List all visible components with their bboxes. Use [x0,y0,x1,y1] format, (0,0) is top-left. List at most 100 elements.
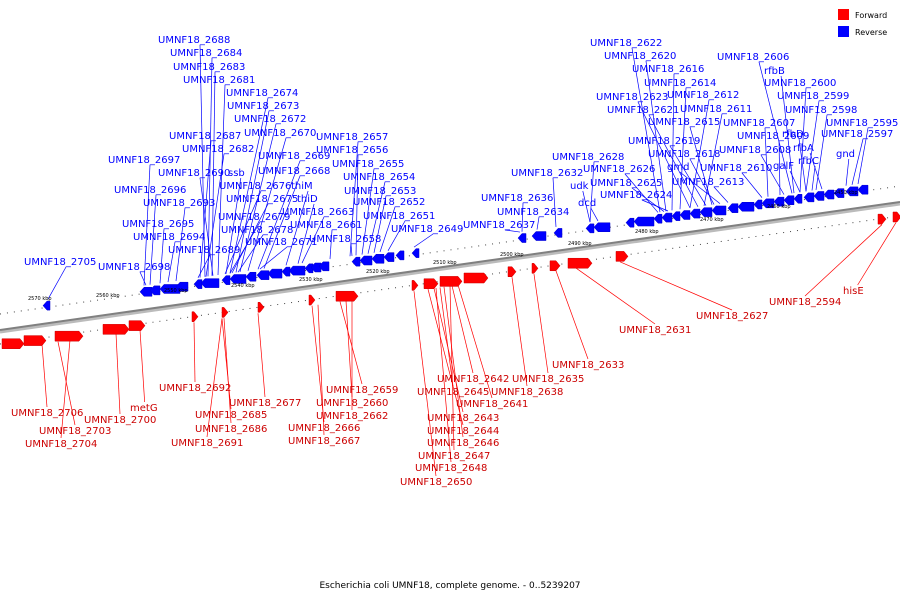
reverse-gene-leader [764,127,769,197]
reverse-gene-glyph [857,184,869,195]
reverse-gene-leader [809,152,823,190]
reverse-gene-glyph [383,252,395,262]
reverse-gene-label-umnf18-2653: UMNF18_2653 [344,186,416,197]
reverse-gene-leader [301,216,325,264]
reverse-gene-glyph [149,285,161,296]
reverse-gene-glyph [351,256,361,267]
forward-gene-glyph [411,280,419,291]
scale-tick-label: 2470 kbp [700,217,724,223]
reverse-gene-glyph [310,262,322,273]
forward-gene-leader [206,318,223,438]
reverse-gene-leader [207,57,213,277]
forward-gene-leader [41,343,48,408]
reverse-gene-leader [758,61,793,194]
reverse-gene-leader [798,138,807,192]
reverse-gene-glyph [585,223,595,234]
reverse-gene-label-umnf18-2624: UMNF18_2624 [600,190,672,201]
legend-reverse-label: Reverse [855,28,887,37]
reverse-gene-glyph [531,231,547,241]
reverse-gene-glyph [200,278,220,288]
reverse-gene-label-umnf18-2611: UMNF18_2611 [680,104,752,115]
reverse-gene-label-umnf18-2697: UMNF18_2697 [108,155,180,166]
scale-tick-label: 2550 kbp [164,288,188,294]
forward-gene-leader [439,287,454,387]
reverse-gene-label-umnf18-2608: UMNF18_2608 [719,145,791,156]
scale-tick-label: 2540 kbp [231,283,255,289]
reverse-gene-glyph [727,203,739,213]
reverse-gene-leader [789,170,801,193]
reverse-gene-glyph [653,213,663,224]
reverse-gene-leader [361,168,375,255]
reverse-gene-label-umnf18-2668: UMNF18_2668 [258,166,330,177]
reverse-gene-glyph [411,248,420,258]
reverse-gene-label-umnf18-2693: UMNF18_2693 [143,198,215,209]
forward-gene-glyph [615,251,629,262]
reverse-gene-label-umnf18-2606: UMNF18_2606 [717,52,789,63]
reverse-gene-leader [760,154,785,195]
scale-tick-label: 2530 kbp [299,277,323,283]
forward-gene-leader [457,284,493,399]
forward-gene-glyph [257,302,265,313]
reverse-gene-leader [349,141,359,257]
reverse-gene-label-umnf18-2599: UMNF18_2599 [777,91,849,102]
reverse-gene-label-gmd: gmd [667,162,689,173]
reverse-gene-label-umnf18-2695: UMNF18_2695 [122,219,194,230]
reverse-gene-glyph [793,194,803,204]
reverse-gene-label-umnf18-2698: UMNF18_2698 [98,262,170,273]
forward-gene-label-umnf18-2647: UMNF18_2647 [418,451,490,462]
forward-gene-glyph [54,330,84,342]
reverse-gene-label-umnf18-2618: UMNF18_2618 [648,149,720,160]
reverse-gene-label-umnf18-2652: UMNF18_2652 [353,197,425,208]
forward-gene-label-umnf18-2660: UMNF18_2660 [316,398,388,409]
reverse-gene-label-umnf18-2637: UMNF18_2637 [463,220,535,231]
reverse-gene-label-umnf18-2674: UMNF18_2674 [226,88,298,99]
reverse-gene-leader [413,233,434,248]
forward-gene-label-umnf18-2638: UMNF18_2638 [491,387,563,398]
reverse-gene-glyph [318,261,330,272]
reverse-gene-label-umnf18-2705: UMNF18_2705 [24,257,96,268]
forward-gene-leader [435,287,452,463]
forward-gene-label-umnf18-2641: UMNF18_2641 [456,399,528,410]
reverse-gene-label-umnf18-2622: UMNF18_2622 [590,38,662,49]
reverse-gene-label-umnf18-2598: UMNF18_2598 [785,105,857,116]
reverse-gene-leader [631,47,661,213]
scale-tick-label: 2460 kbp [767,204,791,210]
reverse-gene-label-umnf18-2609: UMNF18_2609 [737,131,809,142]
reverse-gene-glyph [773,196,785,207]
reverse-gene-label-gnd: gnd [836,149,855,160]
forward-gene-glyph [549,260,561,272]
reverse-gene-label-umnf18-2658: UMNF18_2658 [309,234,381,245]
forward-gene-label-umnf18-2662: UMNF18_2662 [316,411,388,422]
forward-gene-glyph [877,213,887,225]
forward-gene-leader [451,285,474,374]
forward-gene-leader [311,305,325,423]
forward-gene-leader [257,313,266,398]
reverse-gene-label-umnf18-2615: UMNF18_2615 [648,117,720,128]
reverse-gene-label-umnf18-2616: UMNF18_2616 [632,64,704,75]
reverse-gene-glyph [42,300,51,311]
forward-gene-glyph [1,338,25,349]
forward-gene-leader [413,291,437,477]
scale-tick-label: 2500 kbp [500,252,524,258]
forward-gene-leader [555,270,589,360]
reverse-gene-leader [387,220,406,251]
reverse-gene-leader [197,254,211,279]
reverse-gene-glyph [625,217,635,228]
reverse-gene-leader [235,110,270,273]
forward-gene-leader [193,322,196,383]
reverse-gene-leader [199,140,212,278]
reverse-gene-leader [175,207,186,282]
reverse-gene-glyph [661,212,673,223]
reverse-gene-leader [159,228,165,284]
reverse-gene-glyph [671,211,681,221]
forward-gene-leader [427,289,464,426]
reverse-gene-label-ssb: ssb [228,168,245,179]
reverse-gene-leader [741,172,763,198]
reverse-gene-leader [778,140,781,196]
forward-gene-label-umnf18-2685: UMNF18_2685 [195,410,267,421]
forward-gene-leader [221,318,232,410]
reverse-gene-label-umnf18-2682: UMNF18_2682 [182,144,254,155]
reverse-gene-leader [590,207,599,222]
reverse-gene-leader [224,190,262,275]
reverse-gene-label-umnf18-2679: UMNF18_2679 [218,212,290,223]
